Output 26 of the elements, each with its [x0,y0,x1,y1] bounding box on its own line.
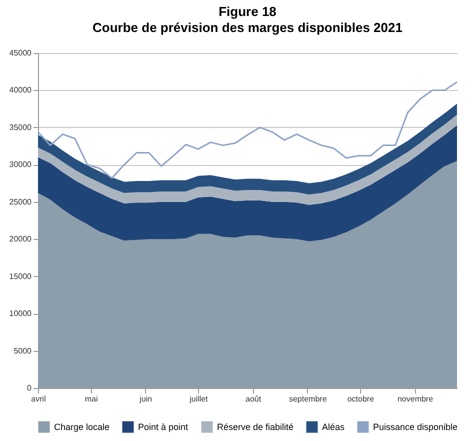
x-tick-label: septembre [288,394,328,404]
y-tick-label: 25000 [9,197,32,206]
x-tick-label: avril [31,394,46,404]
legend-label: Puissance disponible [373,422,458,432]
x-tick-label: mai [84,394,98,404]
x-tick-label: juin [138,394,152,404]
y-tick-label: 40000 [9,86,32,95]
y-tick-label: 10000 [9,309,32,318]
y-tick-label: 0 [27,384,32,392]
y-tick-label: 15000 [9,272,32,281]
x-tick-label: août [245,394,262,404]
x-tick-label: juillet [188,394,209,404]
chart-title: Figure 18 [218,4,276,19]
legend-label: Réserve de fiabilité [217,422,294,432]
x-tick-label: octobre [347,394,375,404]
y-tick-label: 35000 [9,122,32,132]
y-tick-label: 5000 [14,346,32,356]
x-tick-label: novembre [397,394,434,404]
legend-label: Aléas [322,422,346,432]
legend-label: Charge locale [54,422,110,432]
y-tick-label: 30000 [9,160,32,170]
y-tick-label: 45000 [9,48,32,58]
legend-label: Point à point [138,422,189,432]
line-series [37,81,458,179]
y-tick-label: 20000 [9,234,32,244]
chart-subtitle: Courbe de prévision des marges disponibles 2021 [92,20,402,35]
